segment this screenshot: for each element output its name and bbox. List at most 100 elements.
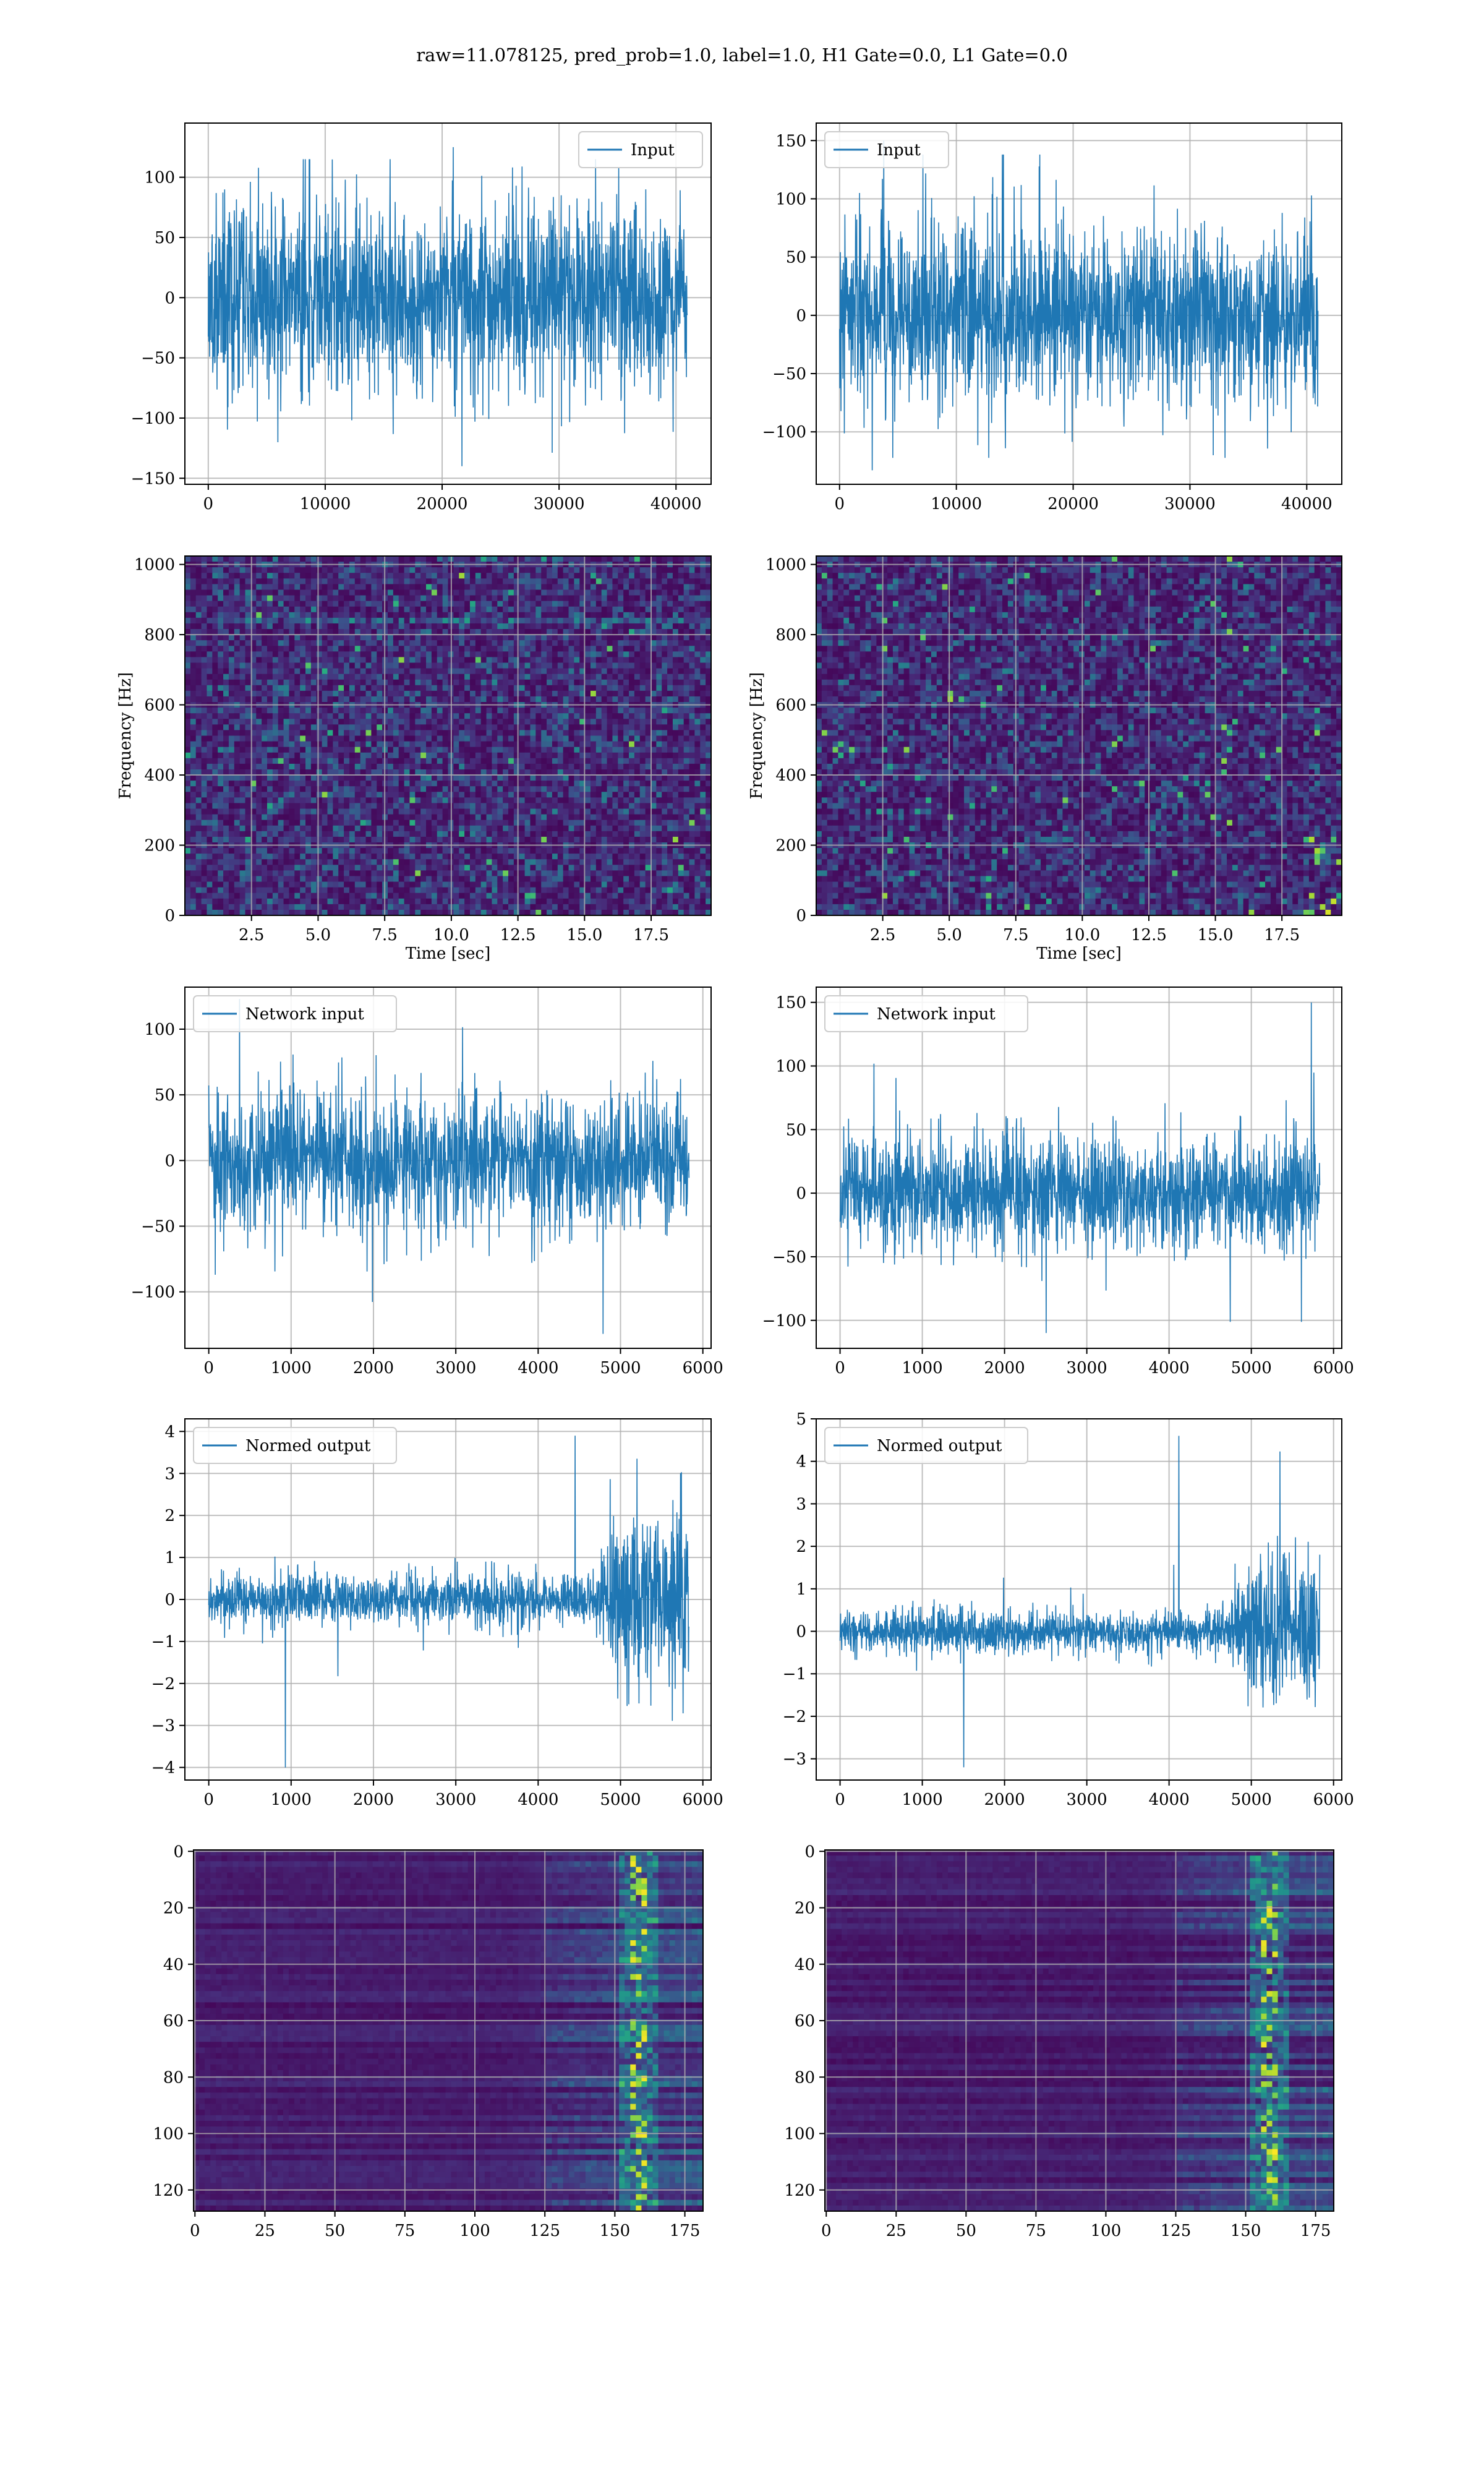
h1_network_input-ytick-label: 50 xyxy=(155,1086,175,1105)
h1_normed_output-ytick-label: −3 xyxy=(151,1717,175,1736)
l1_spectrogram-xtick-label: 7.5 xyxy=(1003,926,1028,944)
l1_feature_map-xtick-label: 25 xyxy=(886,2222,906,2240)
h1_spectrogram-frame xyxy=(184,555,712,916)
h1_feature_map-xtick-label: 75 xyxy=(394,2222,415,2240)
h1_input-ytick-label: 50 xyxy=(155,229,175,247)
h1_input-series-line xyxy=(208,147,688,466)
h1_feature_map-xtick-label: 0 xyxy=(190,2222,200,2240)
h1_normed_output-ytick-label: 1 xyxy=(164,1549,175,1567)
h1_normed_output-xtick-label: 4000 xyxy=(518,1791,558,1809)
h1_spectrogram-ytick-label: 0 xyxy=(164,907,175,925)
l1_spectrogram-xtick-label: 5.0 xyxy=(937,926,962,944)
l1_network_input-chart: 0 1000 2000 3000 4000 5000 6000 −100 −50 0 50 100 15… xyxy=(762,987,1354,1377)
l1_feature_map-xtick-label: 0 xyxy=(821,2222,832,2240)
h1_feature_map-ytick-label: 20 xyxy=(163,1899,184,1918)
l1_input-xtick-label: 30000 xyxy=(1164,495,1216,513)
l1_normed_output-series-line xyxy=(839,1436,1321,1768)
h1_input-xtick-label: 40000 xyxy=(650,495,702,513)
l1_network_input-xtick-label: 0 xyxy=(835,1359,845,1377)
h1_normed_output-ytick-label: −2 xyxy=(151,1675,175,1693)
h1_input-ytick-label: −100 xyxy=(131,409,175,428)
h1_feature_map-xtick-label: 125 xyxy=(529,2222,560,2240)
h1_input-ytick-label: 0 xyxy=(164,289,175,307)
h1_normed_output-ytick-label: −4 xyxy=(151,1759,175,1778)
h1_normed_output-xtick-label: 6000 xyxy=(683,1791,723,1809)
h1_spectrogram-xtick-label: 2.5 xyxy=(239,926,264,944)
l1_input-ytick-label: 150 xyxy=(775,132,806,150)
h1_network_input-legend xyxy=(193,995,397,1032)
h1_input-ytick-label: 100 xyxy=(144,169,175,187)
h1_network_input-xtick-label: 3000 xyxy=(435,1359,476,1377)
l1_input-xtick-label: 20000 xyxy=(1047,495,1099,513)
l1_input-frame xyxy=(816,122,1342,485)
l1_normed_output-ytick-label: 0 xyxy=(796,1623,806,1641)
l1_network_input-xtick-label: 3000 xyxy=(1067,1359,1107,1377)
l1_feature_map-ytick-label: 0 xyxy=(804,1843,815,1861)
h1_normed_output-ytick-label: 2 xyxy=(164,1507,175,1525)
l1_spectrogram-xtick-label: 10.0 xyxy=(1064,926,1100,944)
l1_network_input-xtick-label: 2000 xyxy=(984,1359,1025,1377)
h1_normed_output-xtick-label: 1000 xyxy=(271,1791,312,1809)
h1_spectrogram-heatmap-cells xyxy=(185,556,711,915)
l1_feature_map-frame xyxy=(824,1849,1334,2212)
h1_spectrogram-ytick-label: 1000 xyxy=(134,556,175,575)
l1_normed_output-ytick-label: −2 xyxy=(783,1708,806,1726)
l1_feature_map-ytick-label: 40 xyxy=(795,1956,815,1974)
l1_normed_output-frame xyxy=(816,1418,1342,1781)
h1_network_input-chart: 0 1000 2000 3000 4000 5000 6000 −100 −50 0 50 100 Ne… xyxy=(131,987,723,1377)
l1_normed_output-xtick-label: 5000 xyxy=(1231,1791,1272,1809)
l1_normed_output-xtick-label: 2000 xyxy=(984,1791,1025,1809)
h1_spectrogram-ytick-label: 400 xyxy=(144,766,175,785)
h1_normed_output-legend xyxy=(193,1427,397,1464)
l1_feature_map-xtick-label: 75 xyxy=(1026,2222,1046,2240)
h1_network_input-xtick-label: 1000 xyxy=(271,1359,312,1377)
h1_network_input-xtick-label: 6000 xyxy=(683,1359,723,1377)
h1_feature_map-ytick-label: 60 xyxy=(163,2012,184,2031)
h1_input-xtick-label: 20000 xyxy=(417,495,468,513)
h1_feature_map-heatmap-cells xyxy=(194,1850,703,2211)
h1_feature_map-ytick-label: 40 xyxy=(163,1956,184,1974)
l1_network_input-ytick-label: 0 xyxy=(796,1184,806,1203)
l1_spectrogram-ytick-label: 400 xyxy=(775,766,806,785)
l1_spectrogram-ylabel: Frequency [Hz] xyxy=(748,672,766,800)
l1_feature_map-xtick-label: 125 xyxy=(1161,2222,1192,2240)
h1_normed_output-xtick-label: 0 xyxy=(203,1791,214,1809)
l1_spectrogram-heatmap-cells xyxy=(816,556,1342,915)
h1_input-frame xyxy=(184,122,712,485)
l1_normed_output-chart: 0 1000 2000 3000 4000 5000 6000 −3 −2 −1 0 1 2 3 4 5 Nor… xyxy=(783,1410,1354,1809)
l1_spectrogram-xtick-label: 17.5 xyxy=(1264,926,1300,944)
h1_network_input-legend-label: Network input xyxy=(245,1005,364,1024)
figure-title: raw=11.078125, pred_prob=1.0, label=1.0,… xyxy=(0,45,1484,66)
l1_network_input-series-line xyxy=(839,1002,1321,1333)
l1_normed_output-ytick-label: −3 xyxy=(783,1750,806,1769)
h1_feature_map-chart: 0 25 50 75 100 125 150 175 0 20 40 60 80 100 120 xyxy=(153,1843,704,2240)
l1_spectrogram-xlabel: Time [sec] xyxy=(1036,944,1122,963)
l1_normed_output-ytick-label: 2 xyxy=(796,1538,806,1556)
l1_feature_map-ytick-label: 100 xyxy=(784,2125,815,2144)
l1_normed_output-xtick-label: 4000 xyxy=(1149,1791,1190,1809)
l1_input-ytick-label: −50 xyxy=(772,365,806,383)
h1_feature_map-ytick-label: 80 xyxy=(163,2068,184,2087)
l1_normed_output-ytick-label: 4 xyxy=(796,1453,806,1471)
h1_normed_output-ytick-label: −1 xyxy=(151,1633,175,1651)
l1_spectrogram-frame xyxy=(816,555,1342,916)
h1_spectrogram-xlabel: Time [sec] xyxy=(406,944,491,963)
h1_input-ytick-label: −150 xyxy=(131,469,175,488)
h1_feature_map-ytick-label: 120 xyxy=(153,2181,184,2200)
h1_spectrogram-ytick-label: 800 xyxy=(144,626,175,644)
h1_feature_map-frame xyxy=(193,1849,704,2212)
l1_normed_output-ytick-label: 3 xyxy=(796,1495,806,1513)
l1_network_input-xtick-label: 5000 xyxy=(1231,1359,1272,1377)
l1_normed_output-ytick-label: 5 xyxy=(796,1410,806,1429)
l1_spectrogram-ytick-label: 600 xyxy=(775,696,806,715)
l1_feature_map-ytick-label: 80 xyxy=(795,2068,815,2087)
h1_network_input-ytick-label: 0 xyxy=(164,1152,175,1170)
h1_normed_output-ytick-label: 4 xyxy=(164,1423,175,1441)
l1_input-ytick-label: 0 xyxy=(796,307,806,325)
h1_feature_map-xtick-label: 175 xyxy=(670,2222,701,2240)
l1_input-ytick-label: −100 xyxy=(762,423,806,442)
l1_network_input-ytick-label: 50 xyxy=(786,1121,806,1139)
h1_network_input-ytick-label: −50 xyxy=(141,1218,175,1236)
l1_network_input-ytick-label: 150 xyxy=(775,994,806,1012)
